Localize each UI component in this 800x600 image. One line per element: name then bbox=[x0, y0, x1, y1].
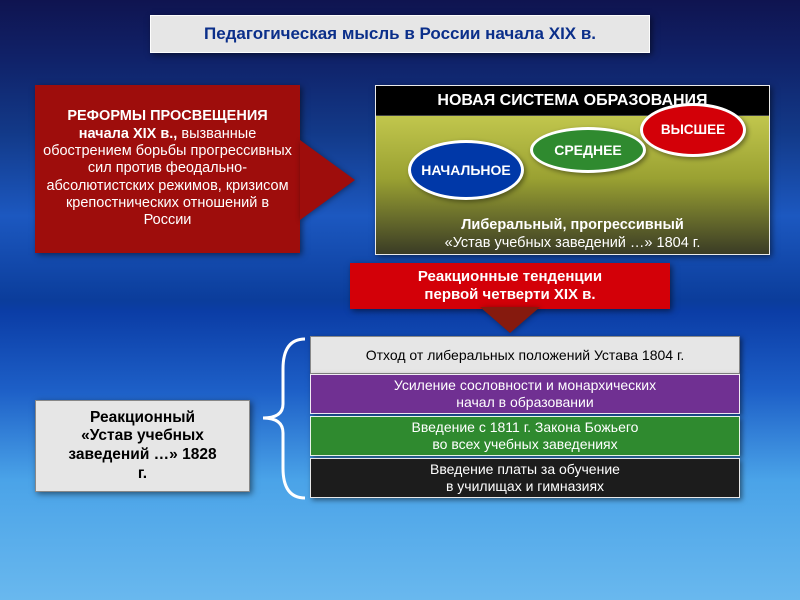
level-primary-label: НАЧАЛЬНОЕ bbox=[421, 163, 511, 177]
reaction-line1: Реакционные тенденции bbox=[418, 268, 602, 286]
arrow-down-icon bbox=[480, 307, 540, 333]
consequence-4-l2: в училищах и гимназиях bbox=[446, 478, 604, 495]
ustav-1804-bold: Либеральный, прогрессивный bbox=[461, 217, 684, 234]
level-secondary-oval: СРЕДНЕЕ bbox=[530, 127, 646, 173]
ustav-1828-l2: «Устав учебных bbox=[81, 427, 204, 446]
reforms-text: РЕФОРМЫ ПРОСВЕЩЕНИЯ начала XIX в., вызва… bbox=[43, 108, 292, 230]
level-higher-label: ВЫСШЕЕ bbox=[661, 123, 725, 137]
slide-background: Педагогическая мысль в России начала XIX… bbox=[0, 0, 800, 600]
brace-icon bbox=[255, 336, 307, 501]
title-text: Педагогическая мысль в России начала XIX… bbox=[204, 24, 596, 44]
ustav-1828-l1: Реакционный bbox=[90, 409, 195, 428]
ustav-1828-card: Реакционный «Устав учебных заведений …» … bbox=[35, 400, 250, 492]
level-higher-oval: ВЫСШЕЕ bbox=[640, 103, 746, 157]
consequence-2-l1: Усиление сословности и монархических bbox=[394, 377, 656, 394]
consequence-item-4: Введение платы за обучение в училищах и … bbox=[310, 458, 740, 498]
consequence-1-text: Отход от либеральных положений Устава 18… bbox=[366, 347, 685, 364]
level-primary-oval: НАЧАЛЬНОЕ bbox=[408, 140, 524, 200]
consequence-item-2: Усиление сословности и монархических нач… bbox=[310, 374, 740, 414]
arrow-right-icon bbox=[300, 140, 355, 220]
reforms-header: РЕФОРМЫ ПРОСВЕЩЕНИЯ bbox=[67, 108, 267, 124]
reforms-subheader: начала XIX в., bbox=[79, 126, 182, 142]
reaction-tendencies-card: Реакционные тенденции первой четверти XI… bbox=[350, 263, 670, 309]
consequence-item-1: Отход от либеральных положений Устава 18… bbox=[310, 336, 740, 374]
reforms-card: РЕФОРМЫ ПРОСВЕЩЕНИЯ начала XIX в., вызва… bbox=[35, 85, 300, 253]
reaction-line2: первой четверти XIX в. bbox=[424, 286, 595, 304]
consequence-4-l1: Введение платы за обучение bbox=[430, 461, 620, 478]
education-system-footer: Либеральный, прогрессивный «Устав учебны… bbox=[376, 196, 769, 254]
consequence-3-l2: во всех учебных заведениях bbox=[432, 436, 617, 453]
ustav-1804-rest: «Устав учебных заведений …» 1804 г. bbox=[445, 235, 701, 252]
ustav-1828-l3: заведений …» 1828 bbox=[68, 446, 216, 465]
title-banner: Педагогическая мысль в России начала XIX… bbox=[150, 15, 650, 53]
level-secondary-label: СРЕДНЕЕ bbox=[554, 143, 622, 157]
ustav-1828-l4: г. bbox=[138, 465, 147, 484]
consequence-2-l2: начал в образовании bbox=[456, 394, 593, 411]
consequence-3-l1: Введение с 1811 г. Закона Божьего bbox=[412, 419, 639, 436]
consequence-item-3: Введение с 1811 г. Закона Божьего во все… bbox=[310, 416, 740, 456]
